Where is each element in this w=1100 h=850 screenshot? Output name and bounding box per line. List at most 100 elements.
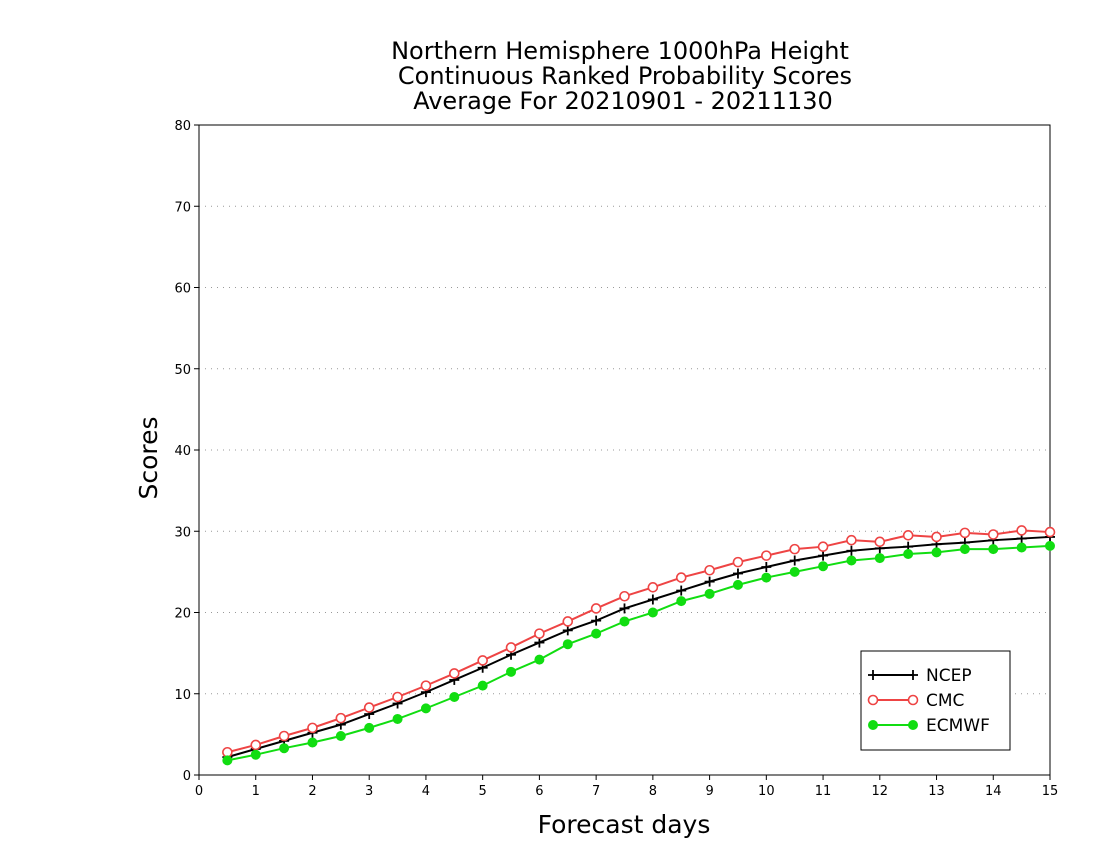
data-point-ecmwf [534,654,545,665]
x-tick-label: 6 [535,784,543,799]
data-point-cmc [590,603,602,614]
data-point-cmc [959,527,971,539]
data-point-ecmwf [591,628,602,639]
data-point-cmc [902,530,914,541]
data-point-ecmwf [449,692,460,702]
data-point-ecmwf [392,713,403,724]
x-tick-label: 2 [308,784,316,799]
x-tick-label: 7 [592,784,600,799]
x-tick-label: 9 [705,784,713,799]
y-tick-label: 50 [174,363,191,378]
data-point-ecmwf [619,616,630,627]
data-point-ecmwf [477,680,488,691]
legend-marker-ecmwf [908,720,918,730]
data-point-cmc [420,680,432,691]
x-tick-label: 12 [872,784,889,799]
legend-marker-ncep [868,670,878,680]
data-point-ncep [789,555,800,566]
data-point-cmc [307,722,318,734]
x-tick-label: 1 [252,784,260,799]
chart-title-line-3: Average For 20210901 - 20211130 [413,87,833,115]
y-tick-label: 80 [174,119,191,134]
data-point-cmc [761,550,772,561]
data-point-ncep [562,625,573,636]
x-tick-label: 0 [195,784,203,799]
data-point-cmc [704,564,715,576]
data-point-ncep [647,594,658,605]
data-point-ecmwf [704,588,715,599]
data-point-ecmwf [959,544,970,555]
legend-marker-cmc [867,694,879,706]
data-point-cmc [250,739,262,751]
data-point-ecmwf [222,755,233,766]
y-axis-title: Scores [134,416,163,499]
data-point-cmc [534,628,545,639]
data-point-ncep [676,585,687,596]
data-point-ecmwf [1016,542,1027,553]
data-point-cmc [732,556,744,568]
legend-marker-cmc [907,694,919,706]
y-tick-label: 30 [174,525,191,540]
x-axis-title: Forecast days [538,810,711,839]
y-tick-label: 20 [174,607,191,622]
x-tick-label: 8 [649,784,657,799]
x-tick-label: 13 [928,784,945,799]
series-cmc [222,525,1056,758]
data-point-cmc [363,702,375,713]
y-axis: 0 10 20 30 40 50 60 70 80 [174,119,199,784]
data-point-ecmwf [364,722,375,733]
y-tick-label: 10 [174,688,191,703]
legend-label-ecmwf: ECMWF [926,716,990,736]
data-point-cmc [931,531,942,543]
y-tick-label: 40 [174,444,191,459]
data-point-ecmwf [903,549,914,559]
data-point-cmc [1016,525,1027,536]
data-point-ncep [732,568,743,579]
data-point-ncep [846,545,857,556]
data-point-ecmwf [732,579,743,590]
data-point-ecmwf [506,666,517,677]
legend-marker-ncep [908,670,918,680]
data-point-cmc [675,572,687,583]
data-point-ecmwf [562,639,573,650]
x-tick-label: 4 [422,784,430,799]
data-point-ncep [591,615,602,626]
data-point-cmc [789,543,801,555]
chart-title-line-1: Northern Hemisphere 1000hPa Height [391,37,849,65]
data-point-ecmwf [647,607,658,618]
y-tick-label: 0 [183,769,191,784]
chart-title-line-2: Continuous Ranked Probability Scores [398,62,852,90]
x-tick-label: 14 [985,784,1002,799]
chart-title: Northern Hemisphere 1000hPa Height Conti… [391,37,852,115]
data-point-cmc [477,655,488,666]
y-tick-label: 70 [174,200,191,215]
x-tick-label: 5 [479,784,487,799]
data-point-ecmwf [250,749,261,760]
data-point-ecmwf [988,544,999,555]
series-ecmwf [222,540,1055,766]
data-point-cmc [619,590,630,602]
data-point-ecmwf [676,596,687,607]
legend: NCEP CMC ECMWF [860,650,1011,751]
data-point-ncep [619,603,630,614]
data-point-ncep [761,562,772,572]
data-point-cmc [448,668,460,679]
series-group [222,525,1056,766]
data-point-ecmwf [846,555,857,566]
data-point-cmc [647,582,659,593]
data-point-ecmwf [761,572,772,583]
data-point-ecmwf [874,553,885,564]
data-point-cmc [846,534,857,546]
data-point-cmc [392,691,403,703]
legend-item-ecmwf: ECMWF [868,716,990,736]
data-point-ecmwf [279,743,290,754]
data-point-cmc [817,541,829,552]
x-tick-label: 3 [365,784,373,799]
data-point-ecmwf [307,737,318,748]
data-point-ecmwf [789,566,800,577]
x-tick-label: 11 [815,784,832,799]
data-point-cmc [335,712,347,724]
y-tick-label: 60 [174,282,191,297]
legend-item-ncep: NCEP [868,666,972,686]
